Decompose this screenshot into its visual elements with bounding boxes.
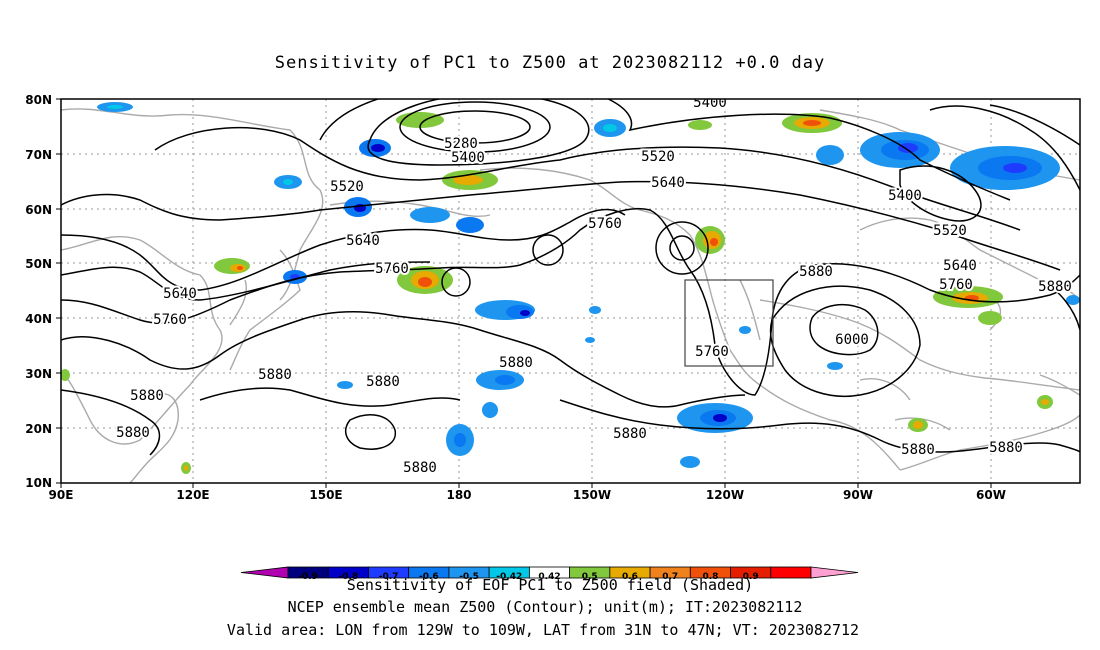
colorbar-tick-label: -0.7 <box>379 572 399 582</box>
contour-label-5880-i: 5880 <box>403 460 437 476</box>
lat-label: 70N <box>25 148 52 162</box>
z500-contours <box>61 99 1080 456</box>
contour-label-5880-j: 5880 <box>901 442 935 458</box>
contour-label-5880-d: 5880 <box>258 367 292 383</box>
lon-label: 150W <box>573 488 611 502</box>
contour-label-5760-a: 5760 <box>375 261 409 277</box>
colorbar-tick-label: -0.42 <box>496 572 522 582</box>
contour-label-6000: 6000 <box>835 332 869 348</box>
lat-label: 60N <box>25 203 52 217</box>
colorbar-cell <box>810 566 859 579</box>
contour-label-5880-f: 5880 <box>130 388 164 404</box>
lon-label: 150E <box>309 488 342 502</box>
lat-label: 20N <box>25 422 52 436</box>
contour-label-5880-a: 5880 <box>799 264 833 280</box>
lon-label: 120W <box>706 488 744 502</box>
map-frame <box>60 98 1081 484</box>
colorbar-tick-label: -0.8 <box>339 572 359 582</box>
map-area: 5280 5400 5400 5400 5520 5520 5520 5640 … <box>25 93 1081 502</box>
contour-label-5760-e: 5760 <box>939 277 973 293</box>
lat-label: 40N <box>25 312 52 326</box>
colorbar-tick-label: 0.42 <box>538 572 560 582</box>
latitude-labels: 80N 70N 60N 50N 40N 30N 20N 10N <box>25 93 52 490</box>
colorbar-tick-label: 0.8 <box>702 572 718 582</box>
colorbar-tick-label: -0.6 <box>419 572 439 582</box>
colorbar-cell <box>770 566 812 579</box>
contour-label-5880-c: 5880 <box>499 355 533 371</box>
contour-label-5640-d: 5640 <box>943 258 977 274</box>
contour-label-5640-a: 5640 <box>346 233 380 249</box>
colorbar-tick-label: 0.9 <box>743 572 759 582</box>
lon-label: 90E <box>49 488 74 502</box>
colorbar-tick-label: 0.5 <box>582 572 598 582</box>
contour-label-5640-b: 5640 <box>651 175 685 191</box>
contour-label-5280: 5280 <box>444 136 478 152</box>
shaded-sensitivity <box>61 102 1080 474</box>
contour-label-5520-b: 5520 <box>641 149 675 165</box>
colorbar-tick-labels: -0.9 -0.8 -0.7 -0.6 -0.5 -0.42 0.42 0.5 0.6 0.7 0.… <box>298 572 758 582</box>
colorbar-tick-label: 0.6 <box>622 572 638 582</box>
colorbar-cells <box>240 566 859 579</box>
lon-label: 60W <box>976 488 1006 502</box>
contour-label-5760-c: 5760 <box>153 312 187 328</box>
valid-area-box <box>684 279 774 367</box>
longitude-labels: 90E 120E 150E 180 150W 120W 90W 60W <box>49 488 1006 502</box>
contour-label-5640-c: 5640 <box>163 286 197 302</box>
colorbar-tick-label: -0.5 <box>459 572 479 582</box>
footer-line-1: Sensitivity of EOF PC1 to Z500 field (Sh… <box>347 576 753 594</box>
lat-label: 80N <box>25 93 52 107</box>
contour-label-5880-b: 5880 <box>1038 279 1072 295</box>
contour-label-5880-e: 5880 <box>366 374 400 390</box>
contour-label-5520-a: 5520 <box>330 179 364 195</box>
axis-ticks <box>56 98 992 488</box>
contour-labels: 5280 5400 5400 5400 5520 5520 5520 5640 … <box>114 95 1074 478</box>
footer-line-2: NCEP ensemble mean Z500 (Contour); unit(… <box>288 598 803 616</box>
footer-line-3: Valid area: LON from 129W to 109W, LAT f… <box>227 621 859 639</box>
lat-label: 30N <box>25 367 52 381</box>
lat-label: 10N <box>25 476 52 490</box>
contour-label-5880-h: 5880 <box>613 426 647 442</box>
contour-label-5880-g: 5880 <box>116 425 150 441</box>
lat-label: 50N <box>25 257 52 271</box>
colorbar: -0.9 -0.8 -0.7 -0.6 -0.5 -0.42 0.42 0.5 0.6 0.7 0.… <box>240 566 859 582</box>
contour-label-5400-b: 5400 <box>693 95 727 111</box>
figure-title: Sensitivity of PC1 to Z500 at 2023082112… <box>275 53 826 73</box>
contour-label-5880-k: 5880 <box>989 440 1023 456</box>
contour-label-5760-d: 5760 <box>695 344 729 360</box>
contour-label-5520-c: 5520 <box>933 223 967 239</box>
colorbar-tick-label: 0.7 <box>662 572 678 582</box>
lon-label: 120E <box>176 488 209 502</box>
contour-label-5400-c: 5400 <box>888 188 922 204</box>
contour-label-5760-b: 5760 <box>588 216 622 232</box>
lon-label: 90W <box>843 488 873 502</box>
contour-label-5400-a: 5400 <box>451 150 485 166</box>
colorbar-tick-label: -0.9 <box>298 572 318 582</box>
colorbar-cell <box>240 566 289 579</box>
lon-label: 180 <box>446 488 471 502</box>
